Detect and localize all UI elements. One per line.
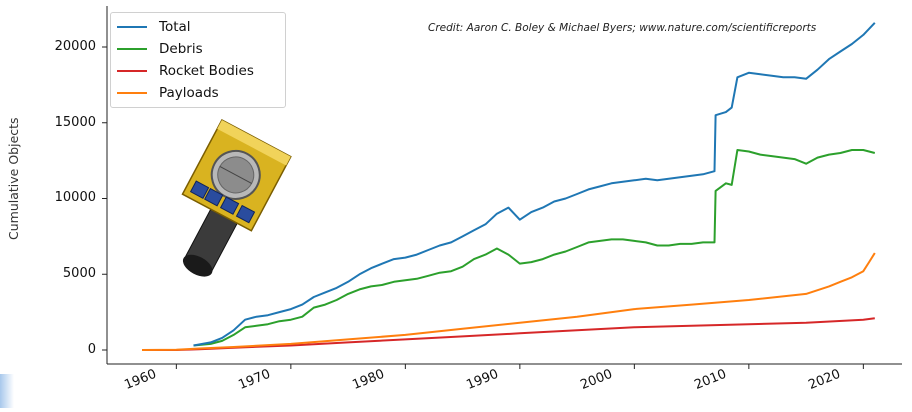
legend-item-total: Total bbox=[117, 16, 279, 38]
satellite-illustration bbox=[181, 118, 292, 277]
y-axis-label: Cumulative Objects bbox=[6, 117, 21, 240]
series-layer bbox=[141, 22, 876, 351]
legend-item-rocket-bodies: Rocket Bodies bbox=[117, 60, 279, 82]
y-tick-label: 20000 bbox=[54, 39, 96, 54]
legend-label-rocket-bodies: Rocket Bodies bbox=[159, 63, 254, 79]
legend-swatch-payloads bbox=[117, 92, 147, 94]
legend-swatch-rocket-bodies bbox=[117, 70, 147, 72]
series-line-total bbox=[193, 22, 876, 347]
series-line-debris bbox=[193, 149, 876, 347]
legend-label-payloads: Payloads bbox=[159, 85, 219, 101]
legend-item-payloads: Payloads bbox=[117, 82, 279, 104]
credit-text: Credit: Aaron C. Boley & Michael Byers; … bbox=[428, 22, 817, 34]
y-tick-label: 10000 bbox=[54, 190, 96, 205]
series-line-payloads bbox=[141, 252, 876, 351]
legend-swatch-debris bbox=[117, 48, 147, 50]
y-tick-label: 5000 bbox=[62, 266, 96, 281]
y-tick-label: 0 bbox=[87, 342, 96, 357]
legend-item-debris: Debris bbox=[117, 38, 279, 60]
legend-label-total: Total bbox=[159, 19, 191, 35]
axes bbox=[102, 6, 902, 369]
legend: Total Debris Rocket Bodies Payloads bbox=[110, 12, 286, 108]
legend-label-debris: Debris bbox=[159, 41, 203, 57]
legend-swatch-total bbox=[117, 26, 147, 28]
corner-decoration bbox=[0, 374, 14, 408]
y-tick-label: 15000 bbox=[54, 115, 96, 130]
